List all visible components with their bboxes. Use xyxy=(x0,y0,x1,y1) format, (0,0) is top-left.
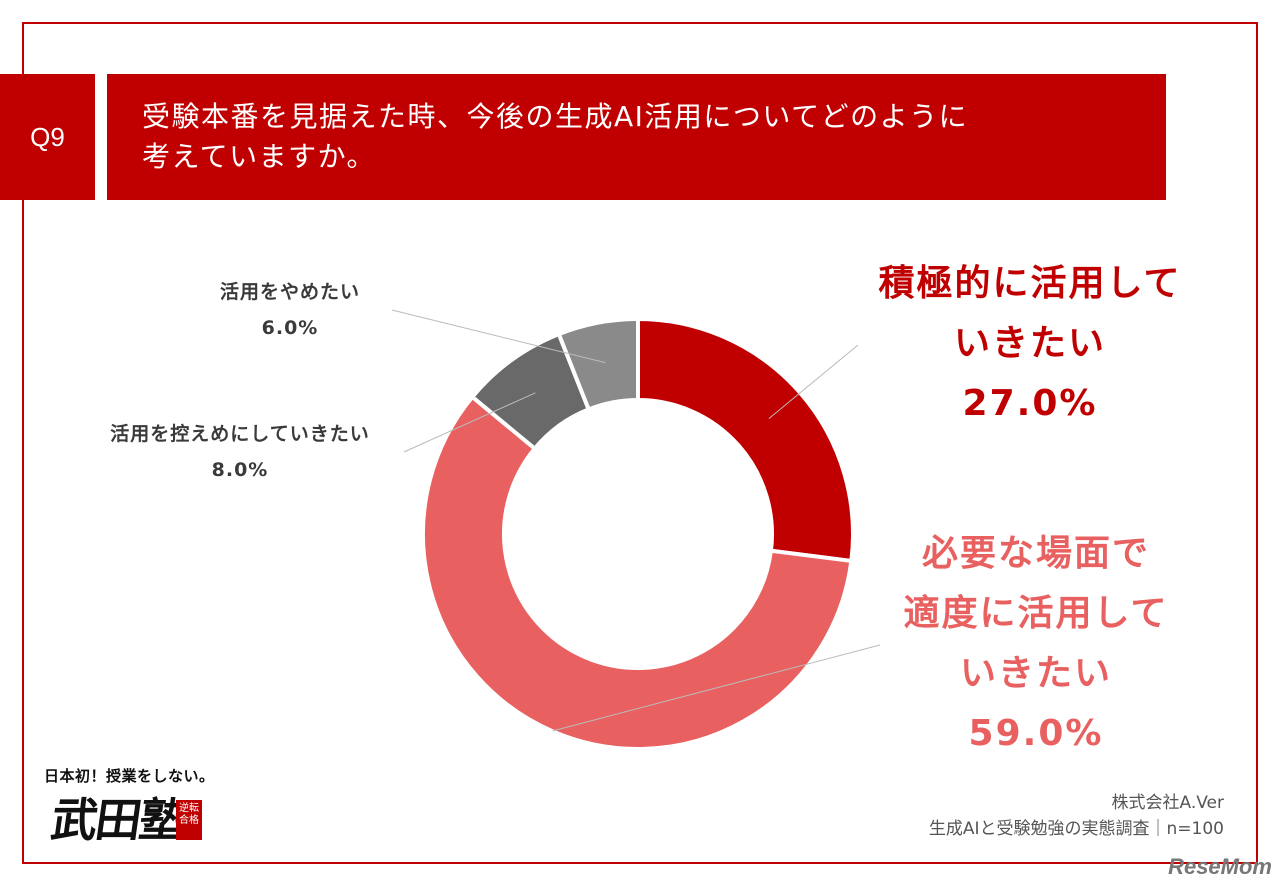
label-reduce-use-value: 8.0% xyxy=(211,459,269,481)
source-note: 株式会社A.Ver 生成AIと受験勉強の実態調査｜n=100 xyxy=(929,790,1224,842)
question-title-line-2: 考えていますか。 xyxy=(142,140,377,173)
label-reduce-use: 活用を控えめにしていきたい 8.0% xyxy=(60,416,420,488)
question-title-line-1: 受験本番を見据えた時、今後の生成AI活用についてどのように xyxy=(142,100,969,133)
watermark: ReseMom xyxy=(1168,854,1272,879)
slice-actively-use xyxy=(636,316,855,564)
label-stop-use-line-1: 活用をやめたい xyxy=(219,281,360,303)
leader-stop-use xyxy=(391,309,606,364)
label-moderately-use: 必要な場面で 適度に活用して いきたい 59.0% xyxy=(856,524,1216,764)
slide-frame xyxy=(22,22,1258,864)
source-company: 株式会社A.Ver xyxy=(1111,793,1225,813)
logo-tagline: 日本初！授業をしない。 xyxy=(44,767,215,785)
label-moderately-use-line-1: 必要な場面で xyxy=(921,533,1150,574)
logo: 武田塾 xyxy=(47,793,188,847)
logo-seal: 逆転合格 xyxy=(176,800,202,840)
label-stop-use: 活用をやめたい 6.0% xyxy=(160,274,420,346)
label-stop-use-value: 6.0% xyxy=(261,317,319,339)
label-actively-use-line-2: いきたい xyxy=(953,323,1106,364)
question-number-badge: Q9 xyxy=(0,74,95,200)
leader-reduce-use xyxy=(403,392,536,453)
source-survey: 生成AIと受験勉強の実態調査｜n=100 xyxy=(928,819,1224,839)
label-actively-use-line-1: 積極的に活用して xyxy=(878,263,1182,304)
label-moderately-use-line-2: 適度に活用して xyxy=(903,593,1169,634)
label-actively-use: 積極的に活用して いきたい 27.0% xyxy=(850,254,1210,434)
slice-stop-use xyxy=(556,316,640,413)
label-reduce-use-line-1: 活用を控えめにしていきたい xyxy=(110,423,370,445)
leader-actively-use xyxy=(768,344,859,419)
leader-moderately-use xyxy=(552,644,881,732)
question-number: Q9 xyxy=(30,121,65,152)
label-actively-use-value: 27.0% xyxy=(962,383,1098,424)
label-moderately-use-value: 59.0% xyxy=(968,713,1104,754)
label-moderately-use-line-3: いきたい xyxy=(959,653,1112,694)
question-title-bar: 受験本番を見据えた時、今後の生成AI活用についてどのように 考えていますか。 xyxy=(107,74,1166,200)
slice-moderately-use xyxy=(421,394,854,751)
